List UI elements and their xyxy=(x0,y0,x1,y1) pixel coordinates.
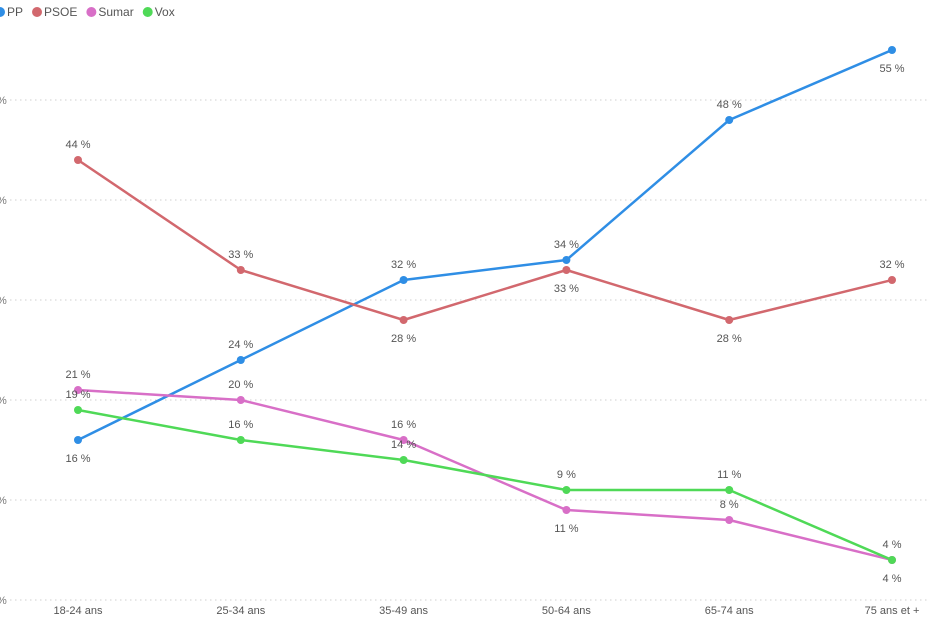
x-axis: 18-24 ans 25-34 ans 35-49 ans 50-64 ans 65-7… xyxy=(54,605,920,617)
legend-item-psoe[interactable]: PSOE xyxy=(32,5,77,19)
data-label-vox-18-24-ans: 19 % xyxy=(65,389,90,401)
legend-item-vox[interactable]: Vox xyxy=(142,5,175,19)
point-sumar-50-64-ans[interactable] xyxy=(562,506,571,514)
y-tick-label-20: % xyxy=(0,395,7,407)
legend-label-psoe: PSOE xyxy=(44,5,77,19)
legend-label-vox: Vox xyxy=(155,5,175,19)
data-label-vox-35-49-ans: 14 % xyxy=(391,439,416,451)
point-vox-18-24-ans[interactable] xyxy=(74,406,82,414)
point-pp-35-49-ans[interactable] xyxy=(399,276,408,284)
point-psoe-65-74-ans[interactable] xyxy=(725,316,734,324)
data-label-psoe-65-74-ans: 28 % xyxy=(717,333,742,345)
data-label-vox-75-ans-et: 4 % xyxy=(883,539,902,551)
point-psoe-25-34-ans[interactable] xyxy=(236,266,245,274)
point-sumar-35-49-ans[interactable] xyxy=(399,436,408,444)
point-pp-25-34-ans[interactable] xyxy=(236,356,245,364)
legend-item-sumar[interactable]: Sumar xyxy=(86,5,134,19)
series-line-vox xyxy=(76,408,894,562)
point-pp-75-ans-et[interactable] xyxy=(888,46,896,54)
data-label-sumar-65-74-ans: 8 % xyxy=(720,499,739,511)
data-labels: 16 % 24 % 32 % 34 % 48 % 55 % 44 % 33 % 28 % 33 %… xyxy=(65,63,904,585)
data-label-pp-65-74-ans: 48 % xyxy=(717,99,742,111)
legend: PP PSOE Sumar Vox xyxy=(0,5,175,19)
point-psoe-35-49-ans[interactable] xyxy=(399,316,408,324)
x-tick-label-75-ans-et: 75 ans et + xyxy=(865,605,920,617)
data-label-vox-25-34-ans: 16 % xyxy=(228,419,253,431)
data-label-pp-75-ans-et: 55 % xyxy=(879,63,904,75)
point-vox-75-ans-et[interactable] xyxy=(888,556,896,564)
series-points xyxy=(74,46,896,564)
data-label-psoe-35-49-ans: 28 % xyxy=(391,333,416,345)
legend-marker-sumar xyxy=(86,7,97,17)
y-tick-label-40: % xyxy=(0,195,7,207)
point-vox-25-34-ans[interactable] xyxy=(236,436,245,444)
point-pp-18-24-ans[interactable] xyxy=(74,436,82,444)
gridlines xyxy=(10,99,928,601)
data-label-pp-35-49-ans: 32 % xyxy=(391,259,416,271)
data-label-sumar-75-ans-et: 4 % xyxy=(883,573,902,585)
point-psoe-18-24-ans[interactable] xyxy=(74,156,82,164)
data-label-psoe-75-ans-et: 32 % xyxy=(879,259,904,271)
y-axis: %%%%%% xyxy=(0,95,7,607)
x-tick-label-65-74-ans: 65-74 ans xyxy=(705,605,754,617)
data-label-sumar-18-24-ans: 21 % xyxy=(65,369,90,381)
y-tick-label-30: % xyxy=(0,295,7,307)
legend-marker-vox xyxy=(142,7,153,17)
series-line-psoe xyxy=(76,158,894,322)
data-label-sumar-25-34-ans: 20 % xyxy=(228,379,253,391)
series-lines xyxy=(76,48,894,562)
y-tick-label-50: % xyxy=(0,95,7,107)
point-psoe-50-64-ans[interactable] xyxy=(562,266,571,274)
data-label-pp-25-34-ans: 24 % xyxy=(228,339,253,351)
data-label-sumar-35-49-ans: 16 % xyxy=(391,419,416,431)
legend-marker-pp xyxy=(0,7,5,17)
point-sumar-18-24-ans[interactable] xyxy=(74,386,82,394)
series-line-pp xyxy=(76,48,894,442)
legend-label-sumar: Sumar xyxy=(98,5,133,19)
data-label-vox-50-64-ans: 9 % xyxy=(557,469,576,481)
point-vox-50-64-ans[interactable] xyxy=(562,486,571,494)
data-label-pp-18-24-ans: 16 % xyxy=(65,453,90,465)
legend-label-pp: PP xyxy=(7,5,23,19)
point-vox-35-49-ans[interactable] xyxy=(399,456,408,464)
point-pp-65-74-ans[interactable] xyxy=(725,116,734,124)
point-sumar-65-74-ans[interactable] xyxy=(725,516,734,524)
x-tick-label-35-49-ans: 35-49 ans xyxy=(379,605,428,617)
data-label-psoe-50-64-ans: 33 % xyxy=(554,283,579,295)
data-label-psoe-25-34-ans: 33 % xyxy=(228,249,253,261)
point-vox-65-74-ans[interactable] xyxy=(725,486,734,494)
y-tick-label-10: % xyxy=(0,495,7,507)
data-label-sumar-50-64-ans: 11 % xyxy=(554,523,578,535)
point-psoe-75-ans-et[interactable] xyxy=(888,276,896,284)
x-tick-label-50-64-ans: 50-64 ans xyxy=(542,605,591,617)
x-tick-label-18-24-ans: 18-24 ans xyxy=(54,605,103,617)
data-label-pp-50-64-ans: 34 % xyxy=(554,239,579,251)
data-label-vox-65-74-ans: 11 % xyxy=(717,469,741,481)
point-pp-50-64-ans[interactable] xyxy=(562,256,571,264)
x-tick-label-25-34-ans: 25-34 ans xyxy=(216,605,265,617)
y-tick-label-0: % xyxy=(0,595,7,607)
data-label-psoe-18-24-ans: 44 % xyxy=(65,139,90,151)
legend-marker-psoe xyxy=(32,7,43,17)
point-sumar-25-34-ans[interactable] xyxy=(236,396,245,404)
legend-item-pp[interactable]: PP xyxy=(0,5,23,19)
